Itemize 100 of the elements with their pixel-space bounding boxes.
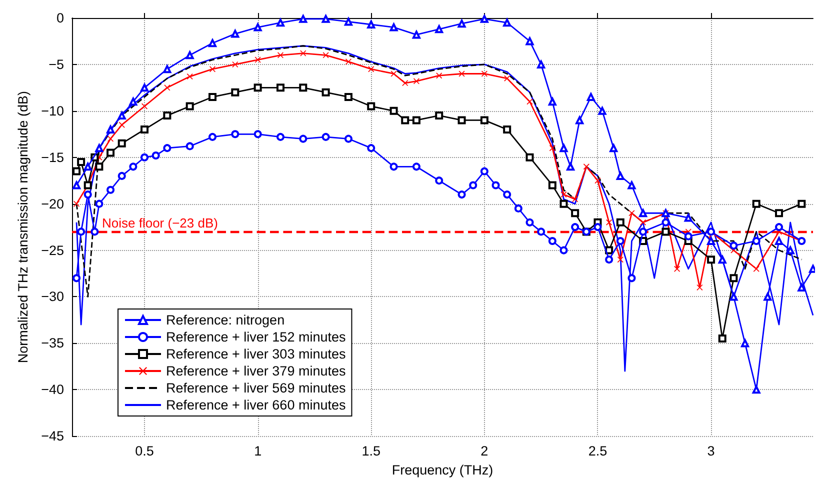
point bbox=[707, 236, 716, 245]
y-tick-label: −15 bbox=[41, 150, 64, 165]
point bbox=[503, 125, 512, 134]
legend-label: Reference + liver 152 minutes bbox=[166, 330, 346, 344]
y-tick-label: −5 bbox=[48, 56, 64, 72]
point bbox=[254, 84, 262, 92]
point bbox=[775, 223, 784, 232]
point bbox=[118, 122, 125, 128]
point bbox=[322, 88, 330, 96]
point bbox=[106, 148, 115, 157]
point bbox=[118, 172, 126, 180]
point bbox=[106, 186, 115, 194]
point bbox=[684, 232, 692, 240]
point bbox=[232, 61, 238, 68]
y-tick-label: 0 bbox=[56, 10, 64, 26]
point bbox=[598, 106, 606, 115]
point bbox=[775, 209, 784, 218]
legend-label: Reference + liver 379 minutes bbox=[166, 364, 346, 378]
point bbox=[72, 167, 81, 176]
point bbox=[617, 256, 624, 263]
point bbox=[576, 116, 584, 124]
point bbox=[594, 223, 602, 232]
point bbox=[322, 52, 329, 58]
point bbox=[458, 70, 465, 77]
point bbox=[605, 256, 614, 264]
y-tick-label: −40 bbox=[41, 382, 64, 398]
point bbox=[752, 200, 760, 208]
point bbox=[537, 228, 546, 236]
point bbox=[514, 204, 522, 212]
point bbox=[616, 218, 624, 226]
point bbox=[435, 112, 444, 120]
point bbox=[435, 176, 444, 185]
point bbox=[436, 72, 442, 79]
point bbox=[741, 339, 750, 348]
point bbox=[583, 164, 590, 170]
x-tick-label: 0.5 bbox=[135, 444, 154, 459]
y-tick-label: −25 bbox=[41, 242, 64, 258]
point bbox=[402, 80, 408, 86]
point bbox=[548, 181, 556, 190]
point bbox=[560, 246, 568, 254]
point bbox=[526, 37, 534, 46]
y-tick-label: −10 bbox=[41, 103, 64, 118]
point bbox=[163, 112, 172, 120]
y-tick-label: −35 bbox=[41, 336, 64, 351]
point bbox=[140, 153, 149, 162]
point bbox=[752, 386, 760, 394]
point bbox=[401, 116, 410, 124]
point bbox=[208, 39, 216, 48]
point bbox=[752, 236, 760, 245]
ref-line-label: Noise floor (−23 dB) bbox=[102, 216, 218, 231]
point bbox=[753, 266, 760, 272]
point bbox=[549, 145, 556, 152]
legend-label: Reference + liver 569 minutes bbox=[166, 380, 346, 396]
point bbox=[730, 242, 738, 250]
point bbox=[616, 172, 624, 180]
point bbox=[798, 200, 806, 208]
y-tick-label: −30 bbox=[41, 289, 64, 304]
point bbox=[606, 219, 612, 226]
point bbox=[208, 132, 216, 141]
point bbox=[72, 274, 81, 282]
point bbox=[684, 214, 692, 222]
point bbox=[798, 283, 806, 292]
point bbox=[118, 139, 126, 148]
point bbox=[344, 18, 352, 26]
point bbox=[560, 200, 568, 208]
point bbox=[480, 116, 488, 124]
legend-label: Reference + liver 303 minutes bbox=[166, 346, 346, 362]
point bbox=[640, 219, 646, 226]
point bbox=[140, 84, 149, 92]
point bbox=[707, 256, 716, 264]
x-tick-label: 2.5 bbox=[588, 444, 608, 459]
point bbox=[77, 228, 86, 236]
y-tick-label: −20 bbox=[41, 196, 64, 212]
point bbox=[390, 23, 398, 32]
point bbox=[208, 92, 216, 101]
point bbox=[299, 84, 308, 92]
point bbox=[231, 130, 240, 138]
point bbox=[480, 14, 488, 23]
point bbox=[639, 228, 648, 236]
point bbox=[186, 142, 194, 150]
point bbox=[129, 162, 138, 171]
point bbox=[412, 162, 420, 171]
point bbox=[300, 50, 306, 56]
point bbox=[163, 144, 172, 152]
point bbox=[586, 92, 595, 101]
point bbox=[503, 190, 512, 199]
point bbox=[368, 66, 374, 72]
point bbox=[367, 144, 376, 152]
point bbox=[95, 162, 104, 171]
point bbox=[571, 209, 580, 218]
point bbox=[412, 30, 420, 39]
point bbox=[390, 70, 397, 77]
x-tick-label: 2 bbox=[480, 444, 488, 459]
point bbox=[537, 60, 546, 68]
point bbox=[95, 200, 104, 208]
point bbox=[730, 274, 738, 282]
point bbox=[764, 292, 772, 301]
point bbox=[526, 218, 534, 226]
point bbox=[209, 66, 216, 72]
point bbox=[84, 190, 92, 199]
